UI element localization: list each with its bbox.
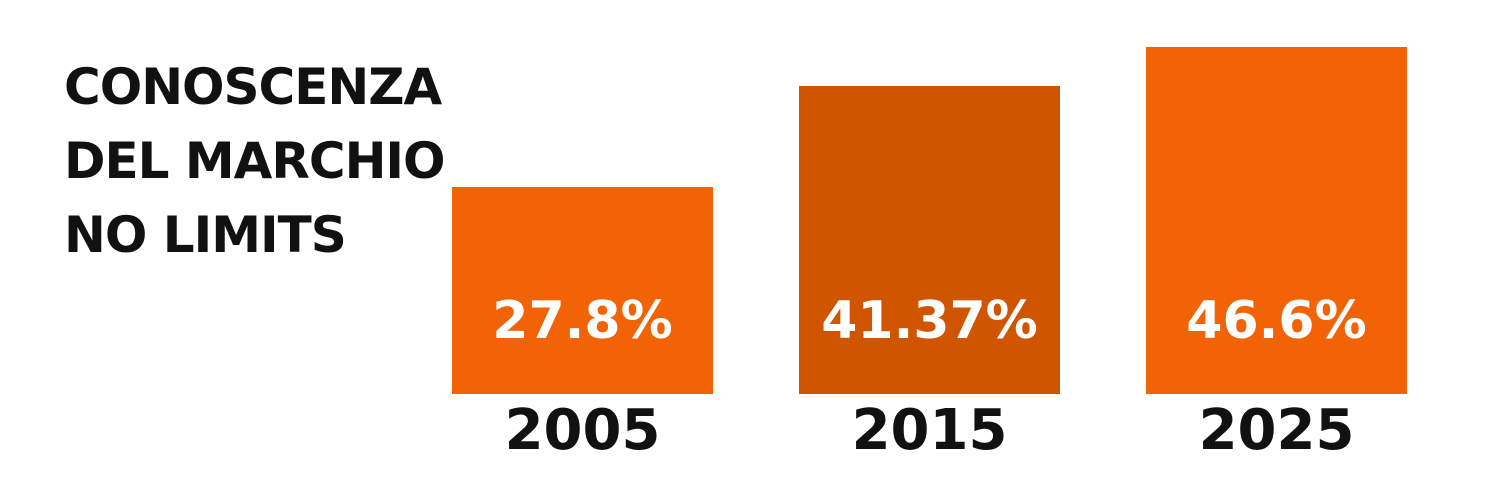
bar xyxy=(452,186,713,394)
x-tick-label: 2005 xyxy=(505,398,661,463)
value-label: 27.8% xyxy=(492,291,672,351)
x-tick-label: 2025 xyxy=(1199,398,1355,463)
value-label: 41.37% xyxy=(821,291,1038,351)
chart-title: CONOSCENZA DEL MARCHIO NO LIMITS xyxy=(64,58,446,264)
value-label: 46.6% xyxy=(1186,291,1366,351)
bar xyxy=(799,85,1060,394)
bar xyxy=(1146,47,1407,394)
x-tick-label: 2015 xyxy=(852,398,1008,463)
